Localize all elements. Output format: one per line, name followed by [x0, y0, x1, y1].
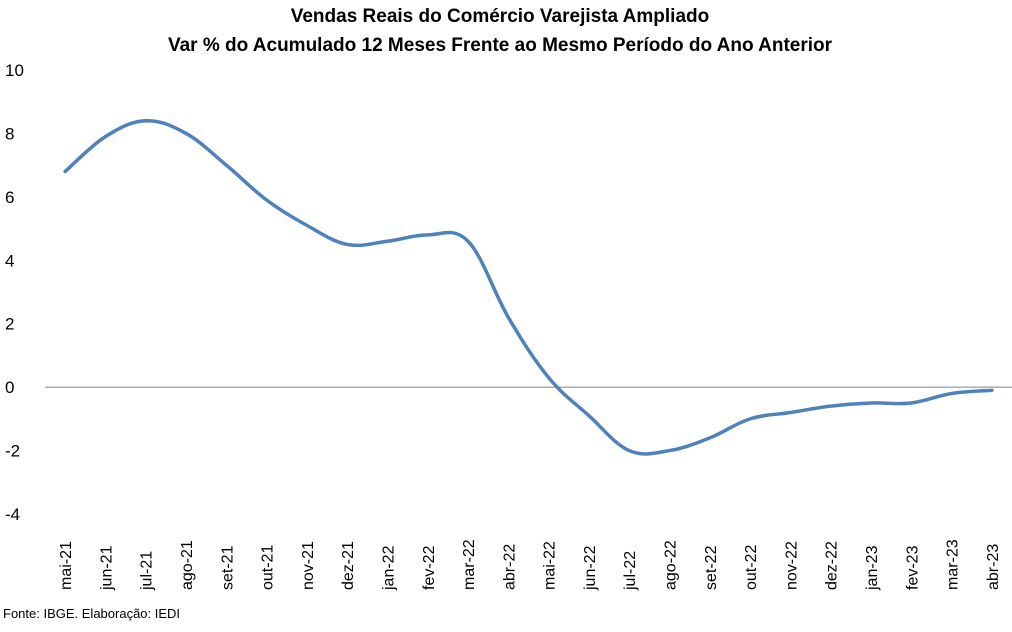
x-tick-label: dez-22	[824, 541, 841, 590]
x-tick-label: jan-23	[864, 545, 881, 591]
x-tick-label: jun-21	[98, 545, 115, 591]
data-point	[587, 414, 590, 417]
data-point	[185, 132, 188, 135]
data-point	[467, 240, 470, 243]
x-tick-label: ago-22	[663, 540, 680, 590]
x-tick-label: jan-22	[380, 545, 397, 591]
y-tick-label: 10	[5, 61, 24, 80]
y-tick-label: 0	[5, 378, 14, 397]
x-tick-label: set-22	[703, 545, 720, 590]
data-point	[708, 436, 711, 439]
y-tick-label: 8	[5, 124, 14, 143]
x-tick-label: mar-23	[945, 539, 962, 590]
x-tick-label: ago-21	[179, 540, 196, 590]
x-tick-label: abr-23	[985, 544, 1002, 590]
x-tick-label: out-21	[260, 545, 277, 590]
x-tick-label: jul-21	[139, 551, 156, 591]
x-tick-label: out-22	[743, 545, 760, 590]
y-tick-label: -4	[5, 505, 20, 524]
data-point	[104, 135, 107, 138]
data-point	[426, 233, 429, 236]
data-point	[547, 376, 550, 379]
data-point	[628, 449, 631, 452]
data-point	[346, 243, 349, 246]
x-tick-label: set-21	[219, 545, 236, 590]
data-point	[64, 170, 67, 173]
data-point	[869, 402, 872, 405]
data-point	[265, 199, 268, 202]
y-tick-label: 4	[5, 251, 14, 270]
x-tick-label: dez-21	[340, 541, 357, 590]
y-tick-label: 2	[5, 315, 14, 334]
data-point	[386, 240, 389, 243]
y-tick-label: 6	[5, 188, 14, 207]
x-tick-label: fev-22	[421, 545, 438, 590]
x-tick-label: mai-22	[542, 541, 559, 590]
x-tick-label: jun-22	[582, 545, 599, 591]
chart-title: Vendas Reais do Comércio Varejista Ampli…	[290, 6, 710, 27]
data-point	[829, 405, 832, 408]
x-tick-label: mar-22	[461, 539, 478, 590]
data-point	[144, 119, 147, 122]
data-point	[789, 411, 792, 414]
data-point	[910, 402, 913, 405]
x-tick-label: mai-21	[58, 541, 75, 590]
data-point	[950, 392, 953, 395]
data-point	[668, 449, 671, 452]
data-point	[507, 316, 510, 319]
x-tick-label: abr-22	[501, 544, 518, 590]
data-point	[749, 417, 752, 420]
chart-subtitle: Var % do Acumulado 12 Meses Frente ao Me…	[167, 35, 833, 56]
series-line	[63, 118, 994, 456]
y-tick-label: -2	[5, 442, 20, 461]
data-point	[305, 224, 308, 227]
x-tick-label: nov-21	[300, 541, 317, 590]
x-tick-label: jul-22	[622, 551, 639, 591]
x-tick-label: fev-23	[904, 545, 921, 590]
source-note: Fonte: IBGE. Elaboração: IEDI	[3, 606, 181, 621]
x-tick-label: nov-22	[783, 541, 800, 590]
data-point	[225, 164, 228, 167]
data-point	[990, 389, 993, 392]
